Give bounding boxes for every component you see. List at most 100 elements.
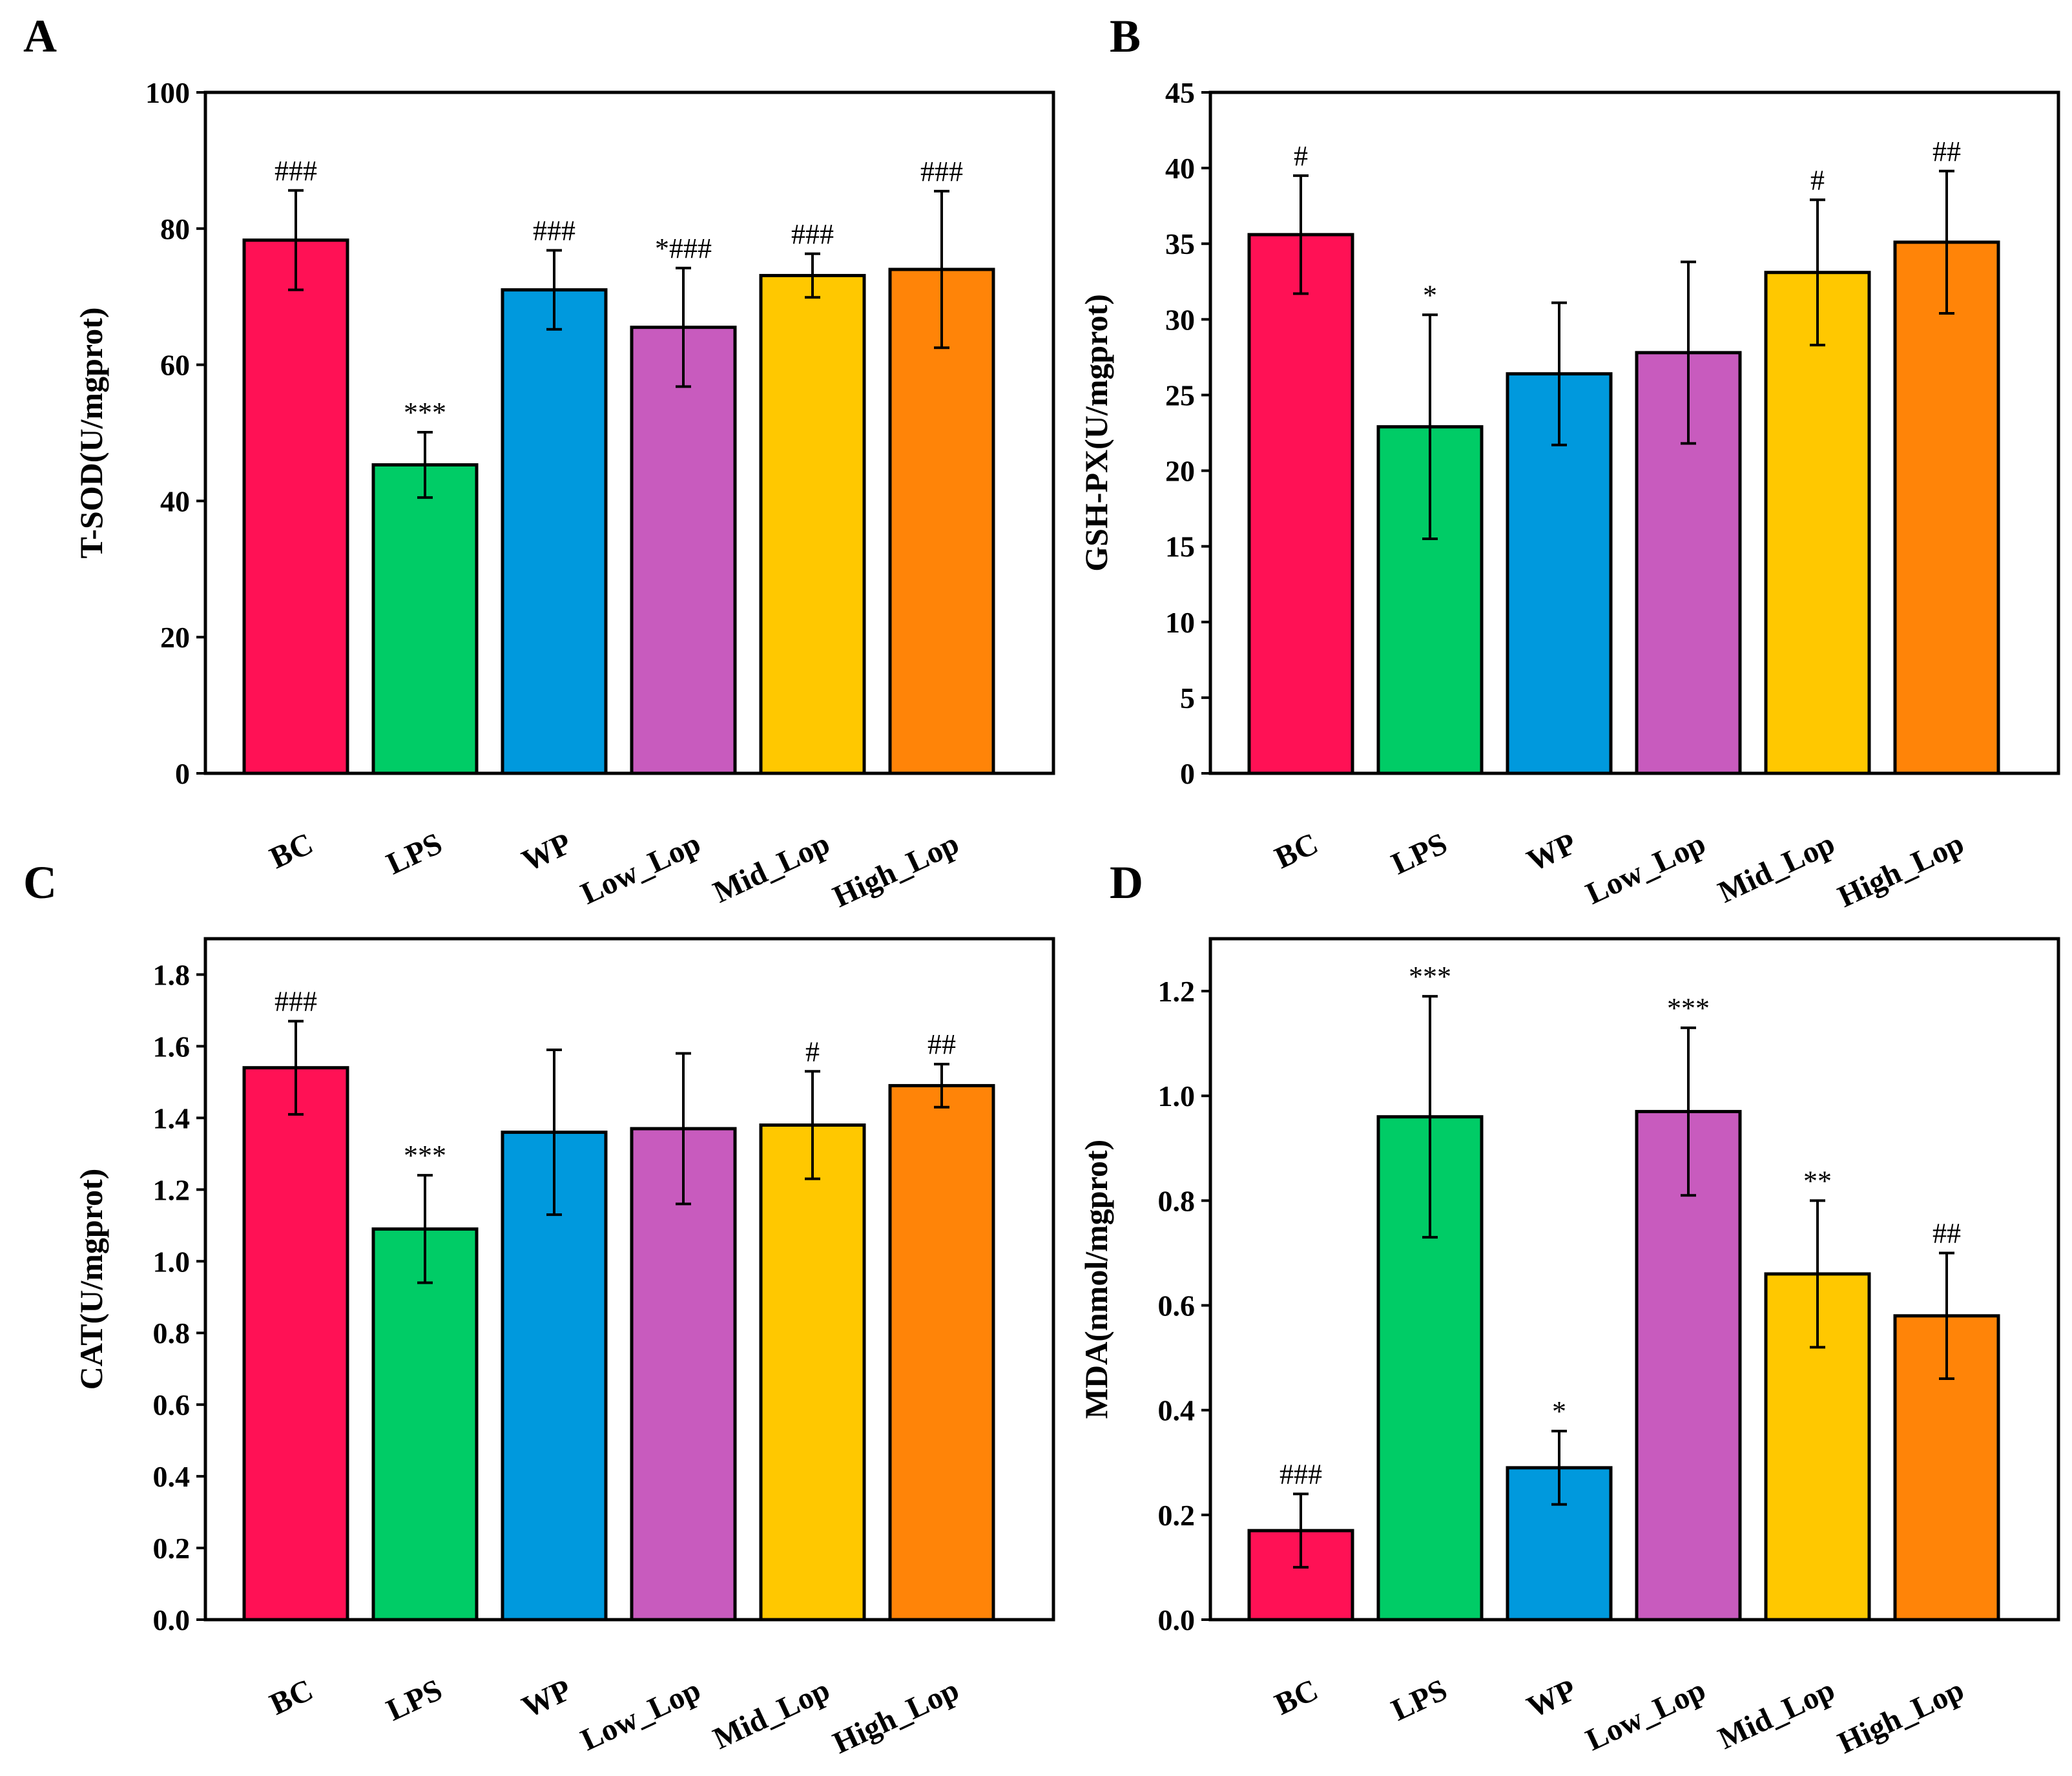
bar-bc (1247, 233, 1354, 775)
y-tick-label: 1.6 (153, 1030, 191, 1063)
panel-letter: C (23, 857, 57, 908)
significance-label: ## (1932, 1217, 1961, 1249)
x-category-label: High_Lop (1833, 1673, 1969, 1760)
x-category-label: LPS (1386, 826, 1452, 881)
significance-label: ## (927, 1029, 956, 1060)
bar-wp (501, 288, 608, 775)
x-category-label: LPS (381, 826, 447, 881)
bar-bc (242, 1066, 349, 1622)
x-category-label: LPS (1386, 1673, 1452, 1728)
x-category-label: BC (265, 1673, 318, 1722)
y-axis-title: T-SOD(U/mgprot) (73, 308, 109, 559)
y-tick-label: 20 (1165, 455, 1195, 488)
y-tick-label: 35 (1165, 227, 1195, 260)
significance-label: *### (655, 233, 712, 264)
x-category-label: Mid_Lop (1713, 1673, 1839, 1756)
y-tick-label: 1.2 (1158, 975, 1196, 1008)
significance-label: # (805, 1036, 820, 1067)
y-tick-label: 40 (160, 485, 190, 517)
y-tick-label: 1.0 (1158, 1080, 1196, 1113)
x-category-label: WP (1522, 826, 1581, 879)
y-tick-label: 0.8 (1158, 1184, 1196, 1217)
y-tick-label: 0.2 (1158, 1499, 1196, 1532)
significance-label: ## (1932, 136, 1961, 167)
y-tick-label: 60 (160, 349, 190, 382)
y-tick-label: 5 (1180, 682, 1195, 715)
x-category-label: High_Lop (828, 1673, 964, 1760)
x-category-label: LPS (381, 1673, 447, 1728)
y-tick-label: 15 (1165, 530, 1195, 563)
x-category-label: Low_Lop (575, 1673, 705, 1757)
significance-label: ### (791, 218, 834, 250)
significance-label: * (1552, 1395, 1566, 1427)
significance-label: * (1423, 279, 1437, 311)
y-tick-label: 0.4 (153, 1460, 191, 1493)
significance-label: ** (1803, 1165, 1832, 1196)
panel-a: A 0 20 40 60 80 100 T-SOD(U/mgprot) ### BC *** LPS #… (23, 10, 1055, 914)
y-tick-label: 1.0 (153, 1245, 191, 1278)
x-category-label: High_Lop (828, 826, 964, 914)
x-category-label: Low_Lop (1580, 826, 1710, 911)
y-tick-label: 80 (160, 213, 190, 246)
bar-low-lop (630, 326, 737, 775)
x-category-label: Low_Lop (1580, 1673, 1710, 1757)
y-tick-label: 0.0 (153, 1604, 191, 1636)
x-category-label: Mid_Lop (708, 1673, 834, 1756)
bar-mid-lop (759, 1123, 866, 1622)
panel-letter: D (1110, 857, 1143, 908)
significance-label: # (1294, 140, 1308, 172)
y-tick-label: 1.4 (153, 1102, 191, 1134)
bar-high-lop (888, 1083, 995, 1622)
significance-label: *** (404, 1140, 446, 1171)
y-tick-label: 0 (1180, 757, 1195, 790)
y-tick-label: 0.6 (1158, 1290, 1196, 1322)
panel-letter: B (1110, 10, 1141, 62)
y-tick-label: 0.2 (153, 1532, 191, 1565)
y-tick-label: 45 (1165, 76, 1195, 109)
x-category-label: Mid_Lop (708, 826, 834, 910)
x-category-label: WP (517, 1673, 576, 1725)
y-tick-label: 1.2 (153, 1173, 191, 1206)
y-tick-label: 30 (1165, 303, 1195, 336)
y-tick-label: 0.0 (1158, 1604, 1196, 1636)
bar-bc (242, 238, 349, 775)
x-category-label: WP (1522, 1673, 1581, 1725)
bar-lps (371, 1227, 479, 1622)
panel-b: B 0 5 10 15 20 25 30 35 40 45 GSH-PX(U/mgprot) # BC * L… (1078, 10, 2060, 914)
y-tick-label: 0.8 (153, 1317, 191, 1350)
significance-label: *** (1667, 992, 1710, 1024)
plot-frame (1208, 90, 2060, 775)
plot-frame (203, 90, 1055, 775)
x-category-label: BC (265, 826, 318, 875)
bar-mid-lop (759, 274, 866, 775)
y-tick-label: 40 (1165, 152, 1195, 185)
panel-letter: A (23, 10, 57, 62)
panel-d: D 0.0 0.2 0.4 0.6 0.8 1.0 1.2 MDA(nmol/mgprot) ##… (1078, 857, 2060, 1760)
x-category-label: Low_Lop (575, 826, 705, 911)
panel-c: C 0.0 0.2 0.4 0.6 0.8 1.0 1.2 1.4 1.6 1.8 CAT(U/mgp… (23, 857, 1055, 1760)
y-tick-label: 10 (1165, 606, 1195, 639)
x-category-label: WP (517, 826, 576, 879)
significance-label: ### (533, 215, 575, 247)
significance-label: # (1810, 164, 1825, 196)
x-category-label: BC (1270, 826, 1323, 875)
y-tick-label: 100 (145, 76, 190, 109)
y-axis-title: CAT(U/mgprot) (73, 1169, 109, 1390)
bar-high-lop (1893, 240, 2000, 775)
y-tick-label: 0 (175, 757, 190, 790)
y-axis-title: GSH-PX(U/mgprot) (1078, 294, 1114, 572)
y-tick-label: 1.8 (153, 958, 191, 991)
y-tick-label: 0.4 (1158, 1394, 1196, 1427)
y-tick-label: 20 (160, 621, 190, 654)
significance-label: ### (1279, 1458, 1322, 1490)
bar-lps (371, 463, 479, 775)
plot-frame (203, 937, 1055, 1622)
significance-label: *** (404, 397, 446, 428)
x-category-label: Mid_Lop (1713, 826, 1839, 910)
x-category-label: BC (1270, 1673, 1323, 1722)
bar-low-lop (630, 1127, 737, 1622)
significance-label: ### (275, 155, 317, 187)
bar-high-lop (888, 267, 995, 775)
